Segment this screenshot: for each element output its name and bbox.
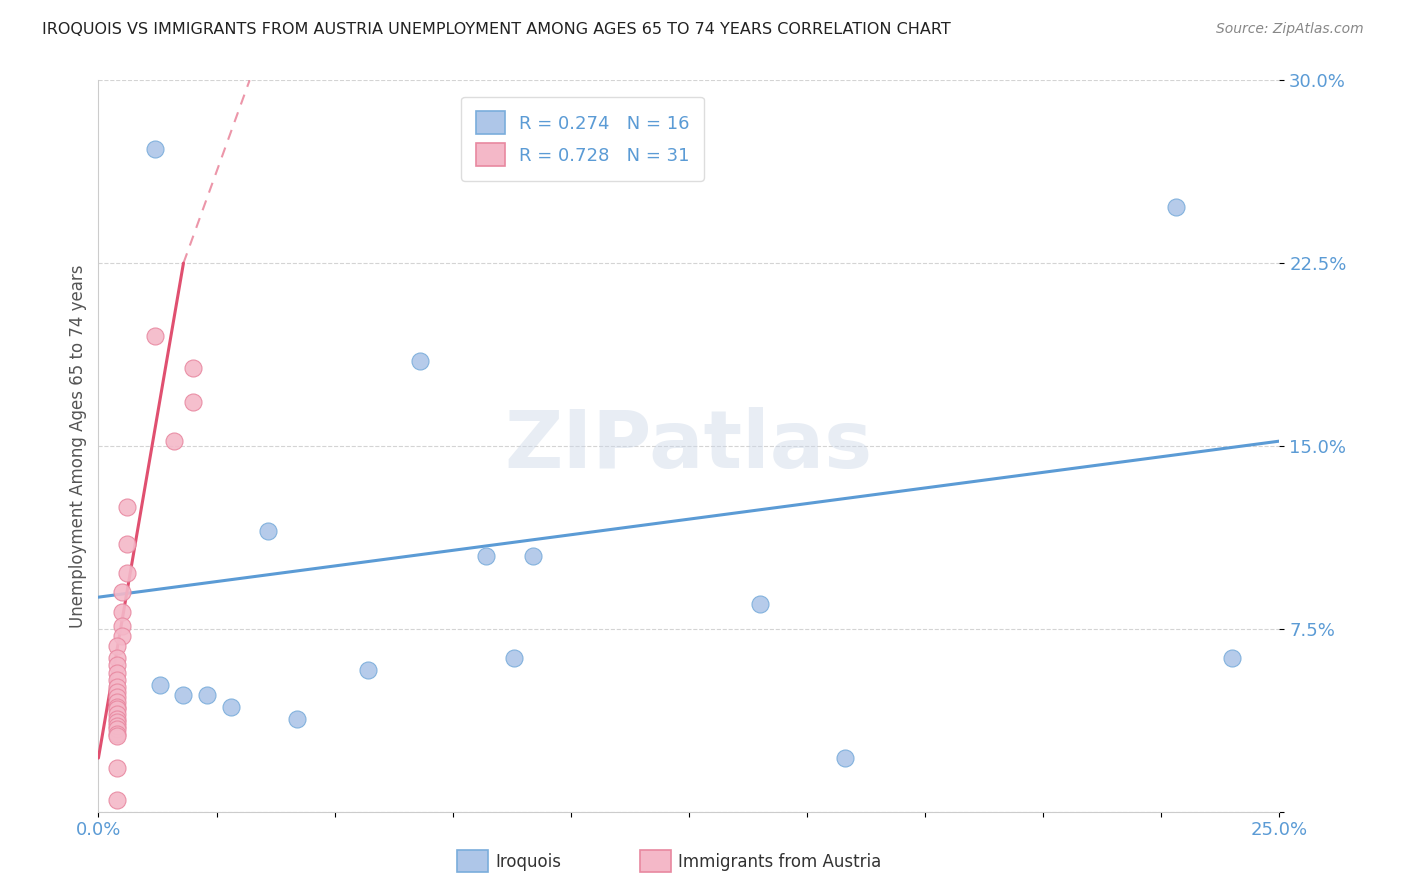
Point [105, 639, 128, 653]
Point [105, 761, 128, 775]
Point [105, 658, 128, 673]
Y-axis label: Unemployment Among Ages 65 to 74 years: Unemployment Among Ages 65 to 74 years [69, 264, 87, 628]
Point [1220, 651, 1243, 665]
Point [357, 663, 380, 677]
Point [111, 619, 134, 633]
Point [115, 536, 138, 550]
Point [105, 792, 128, 806]
Point [105, 651, 128, 665]
Point [219, 699, 242, 714]
Point [105, 714, 128, 729]
Point [105, 702, 128, 716]
Point [285, 712, 308, 726]
Point [105, 722, 128, 736]
Point [143, 142, 166, 156]
Point [115, 500, 138, 514]
Point [172, 688, 194, 702]
Point [522, 549, 544, 563]
Point [105, 695, 128, 709]
Text: Iroquois: Iroquois [495, 853, 561, 871]
Point [105, 690, 128, 705]
Point [748, 598, 770, 612]
Text: ZIPatlas: ZIPatlas [505, 407, 873, 485]
Point [181, 395, 204, 409]
Point [163, 434, 186, 449]
Text: Immigrants from Austria: Immigrants from Austria [678, 853, 882, 871]
Point [105, 729, 128, 743]
Point [195, 688, 218, 702]
Point [105, 681, 128, 695]
Point [115, 566, 138, 580]
Point [105, 727, 128, 741]
Point [408, 353, 430, 368]
Point [834, 751, 856, 765]
Point [181, 361, 204, 376]
Point [105, 712, 128, 726]
Point [105, 665, 128, 680]
Point [105, 699, 128, 714]
Point [105, 719, 128, 733]
Point [111, 585, 134, 599]
Text: IROQUOIS VS IMMIGRANTS FROM AUSTRIA UNEMPLOYMENT AMONG AGES 65 TO 74 YEARS CORRE: IROQUOIS VS IMMIGRANTS FROM AUSTRIA UNEM… [42, 22, 950, 37]
Point [105, 673, 128, 687]
Point [105, 707, 128, 722]
Point [503, 651, 526, 665]
Point [257, 524, 280, 539]
Point [149, 678, 172, 692]
Point [475, 549, 498, 563]
Legend: R = 0.274   N = 16, R = 0.728   N = 31: R = 0.274 N = 16, R = 0.728 N = 31 [461, 96, 704, 181]
Point [105, 685, 128, 699]
Point [111, 629, 134, 643]
Point [111, 605, 134, 619]
Point [1164, 200, 1187, 214]
Point [143, 329, 166, 343]
Text: Source: ZipAtlas.com: Source: ZipAtlas.com [1216, 22, 1364, 37]
